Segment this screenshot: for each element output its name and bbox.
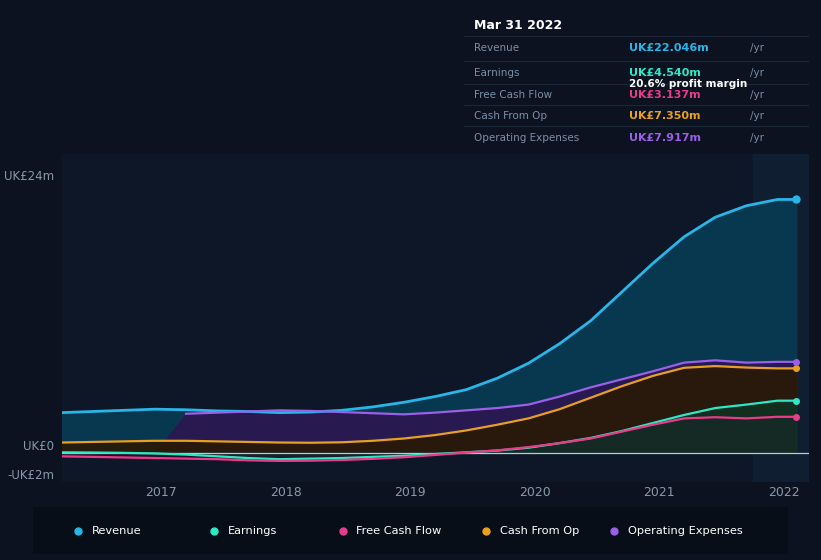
- Text: UK£7.917m: UK£7.917m: [630, 133, 701, 143]
- Text: 20.6% profit margin: 20.6% profit margin: [630, 79, 748, 89]
- Text: Mar 31 2022: Mar 31 2022: [475, 19, 562, 32]
- FancyBboxPatch shape: [18, 506, 803, 556]
- Text: Revenue: Revenue: [92, 526, 141, 535]
- Text: UK£0: UK£0: [23, 440, 54, 453]
- Bar: [753, 154, 809, 482]
- Text: UK£3.137m: UK£3.137m: [630, 90, 701, 100]
- Text: /yr: /yr: [750, 44, 764, 53]
- Text: Operating Expenses: Operating Expenses: [475, 133, 580, 143]
- Text: /yr: /yr: [750, 133, 764, 143]
- Text: /yr: /yr: [750, 90, 764, 100]
- Text: UK£24m: UK£24m: [4, 170, 54, 184]
- Text: UK£7.350m: UK£7.350m: [630, 111, 701, 121]
- Text: /yr: /yr: [750, 68, 764, 78]
- Text: Revenue: Revenue: [475, 44, 520, 53]
- Text: Cash From Op: Cash From Op: [500, 526, 579, 535]
- Text: UK£4.540m: UK£4.540m: [630, 68, 701, 78]
- Text: Free Cash Flow: Free Cash Flow: [475, 90, 553, 100]
- Text: Earnings: Earnings: [475, 68, 520, 78]
- Text: -UK£2m: -UK£2m: [7, 469, 54, 482]
- Text: Free Cash Flow: Free Cash Flow: [356, 526, 442, 535]
- Text: UK£22.046m: UK£22.046m: [630, 44, 709, 53]
- Text: Cash From Op: Cash From Op: [475, 111, 548, 121]
- Text: Operating Expenses: Operating Expenses: [628, 526, 743, 535]
- Text: /yr: /yr: [750, 111, 764, 121]
- Text: Earnings: Earnings: [227, 526, 277, 535]
